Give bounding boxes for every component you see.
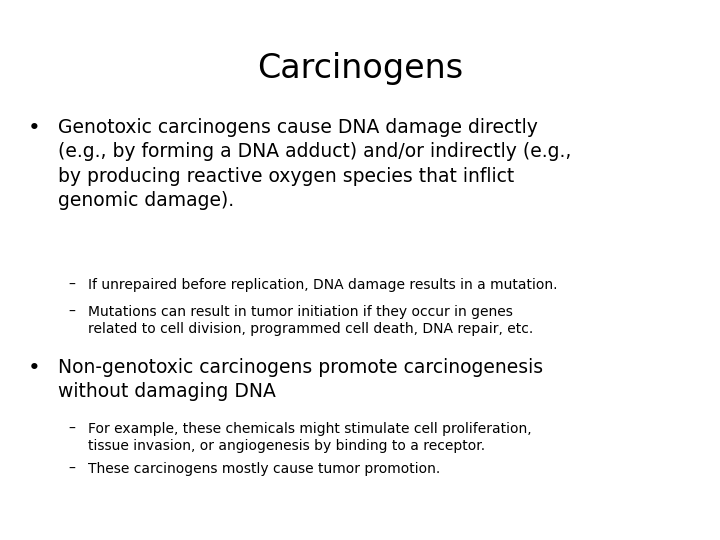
- Text: Genotoxic carcinogens cause DNA damage directly
(e.g., by forming a DNA adduct) : Genotoxic carcinogens cause DNA damage d…: [58, 118, 572, 210]
- Text: If unrepaired before replication, DNA damage results in a mutation.: If unrepaired before replication, DNA da…: [88, 278, 557, 292]
- Text: •: •: [28, 118, 41, 138]
- Text: These carcinogens mostly cause tumor promotion.: These carcinogens mostly cause tumor pro…: [88, 462, 440, 476]
- Text: –: –: [68, 278, 75, 292]
- Text: Non-genotoxic carcinogens promote carcinogenesis
without damaging DNA: Non-genotoxic carcinogens promote carcin…: [58, 358, 543, 401]
- Text: For example, these chemicals might stimulate cell proliferation,
tissue invasion: For example, these chemicals might stimu…: [88, 422, 531, 453]
- Text: –: –: [68, 305, 75, 319]
- Text: Mutations can result in tumor initiation if they occur in genes
related to cell : Mutations can result in tumor initiation…: [88, 305, 534, 336]
- Text: •: •: [28, 358, 41, 378]
- Text: –: –: [68, 462, 75, 476]
- Text: –: –: [68, 422, 75, 436]
- Text: Carcinogens: Carcinogens: [257, 52, 463, 85]
